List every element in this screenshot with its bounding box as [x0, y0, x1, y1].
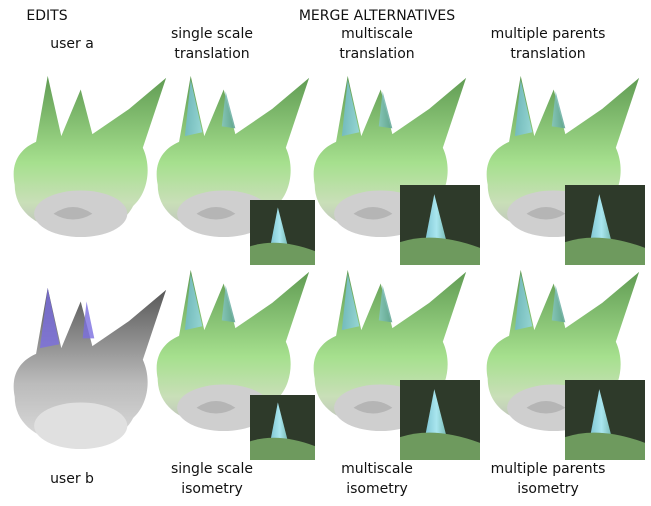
bottom-label: multiple parents — [491, 461, 606, 477]
bottom-label: multiscale — [341, 461, 413, 477]
merge-header: MERGE ALTERNATIVES — [299, 8, 455, 24]
renders — [14, 76, 645, 460]
bottom-label: isometry — [181, 481, 243, 497]
top-label: user a — [50, 36, 94, 52]
bottom-label: user b — [50, 471, 94, 487]
bottom-label: isometry — [517, 481, 579, 497]
top-label: multiscale — [341, 26, 413, 42]
bottom-label: single scale — [171, 461, 253, 477]
top-label: translation — [339, 46, 414, 62]
edits-header: EDITS — [26, 8, 67, 24]
bottom-label: isometry — [346, 481, 408, 497]
top-label: single scale — [171, 26, 253, 42]
top-label: translation — [510, 46, 585, 62]
figure: EDITS MERGE ALTERNATIVES user a single sc… — [0, 0, 651, 506]
top-label: translation — [174, 46, 249, 62]
top-label: multiple parents — [491, 26, 606, 42]
